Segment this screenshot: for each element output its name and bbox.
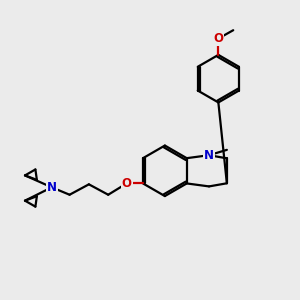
Text: N: N (204, 149, 214, 162)
Text: N: N (47, 181, 57, 194)
Text: O: O (213, 32, 224, 45)
Text: O: O (122, 177, 132, 190)
